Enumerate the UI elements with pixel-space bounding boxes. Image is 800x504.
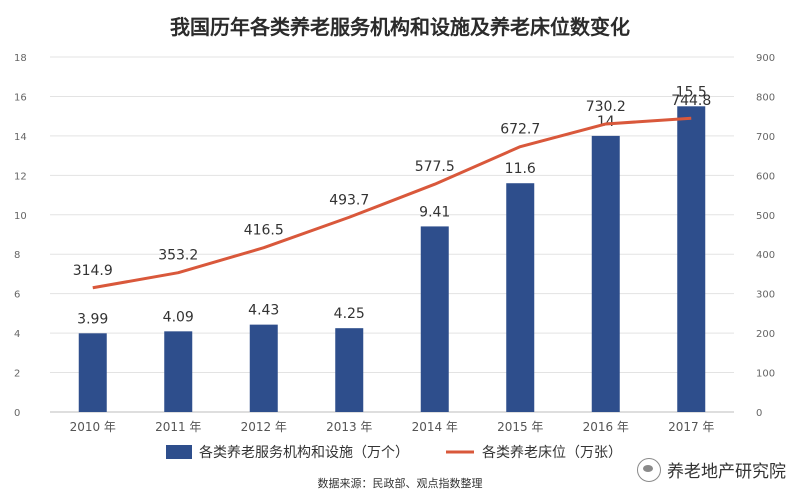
- bar-data-label: 11.6: [505, 161, 536, 177]
- series-line: [92, 116, 692, 290]
- bar-data-label: 14: [597, 114, 615, 130]
- line-data-label: 493.7: [329, 192, 369, 208]
- line-series: 314.9 353.2 416.5 493.7 577.5 672.7 730.2 744.8: [73, 93, 711, 290]
- line-data-label: 744.8: [671, 93, 711, 109]
- legend-bar-swatch: [166, 445, 192, 459]
- x-tick-label: 2016 年: [583, 420, 629, 434]
- bar-data-label: 4.43: [248, 303, 279, 319]
- x-tick-label: 2013 年: [326, 420, 372, 434]
- bar-data-label: 3.99: [77, 311, 108, 327]
- bar: [335, 328, 364, 412]
- legend-line-label: 各类养老床位（万张）: [482, 445, 622, 461]
- gridlines: [50, 56, 734, 413]
- legend: 各类养老服务机构和设施（万个） 各类养老床位（万张）: [166, 445, 622, 461]
- right-tick-label: 300: [756, 290, 775, 301]
- bar: [420, 226, 449, 412]
- x-tick-label: 2011 年: [155, 420, 201, 434]
- line-data-label: 730.2: [586, 99, 626, 115]
- bar-data-label: 4.25: [334, 306, 365, 322]
- right-tick-label: 900: [756, 53, 775, 64]
- watermark: 养老地产研究院: [637, 457, 786, 482]
- source-note: 数据来源：民政部、观点指数整理: [318, 476, 483, 490]
- bar-series: 3.99 4.09 4.43 4.25 9.41 11.6 14 15.5: [77, 84, 707, 413]
- left-tick-label: 8: [14, 250, 20, 261]
- right-tick-label: 800: [756, 92, 775, 103]
- legend-bar-label: 各类养老服务机构和设施（万个）: [199, 445, 409, 461]
- chart-title: 我国历年各类养老服务机构和设施及养老床位数变化: [170, 15, 630, 39]
- bar: [78, 333, 107, 412]
- left-tick-label: 12: [14, 171, 27, 182]
- line-data-label: 672.7: [500, 122, 540, 138]
- right-tick-label: 200: [756, 329, 775, 340]
- left-tick-label: 2: [14, 369, 20, 380]
- right-axis: 0 100 200 300 400 500 600 700 800 900: [756, 53, 775, 419]
- x-tick-label: 2015 年: [497, 420, 543, 434]
- bar-data-label: 15.5: [676, 84, 707, 100]
- x-tick-label: 2014 年: [412, 420, 458, 434]
- bar: [677, 106, 706, 413]
- x-tick-label: 2017 年: [668, 420, 714, 434]
- right-tick-label: 600: [756, 171, 775, 182]
- bar: [506, 183, 535, 412]
- watermark-text: 养老地产研究院: [667, 462, 786, 482]
- bar: [591, 135, 620, 412]
- left-tick-label: 16: [14, 92, 27, 103]
- left-axis: 0 2 4 6 8 10 12 14 16 18: [14, 53, 27, 419]
- left-tick-label: 4: [14, 329, 20, 340]
- right-tick-label: 700: [756, 132, 775, 143]
- line-data-label: 353.2: [158, 248, 198, 264]
- right-tick-label: 0: [756, 408, 762, 419]
- bar: [164, 331, 193, 412]
- bar: [249, 324, 278, 412]
- line-data-label: 314.9: [73, 263, 113, 279]
- bar-data-label: 9.41: [419, 204, 450, 220]
- right-tick-label: 500: [756, 211, 775, 222]
- right-tick-label: 100: [756, 369, 775, 380]
- x-axis: 2010 年 2011 年 2012 年 2013 年 2014 年 2015 年 2016…: [70, 420, 715, 434]
- x-tick-label: 2010 年: [70, 420, 116, 434]
- wechat-icon: [637, 457, 661, 482]
- line-data-label: 416.5: [244, 223, 284, 239]
- left-tick-label: 0: [14, 408, 20, 419]
- bar-data-label: 4.09: [163, 309, 194, 325]
- left-tick-label: 6: [14, 290, 20, 301]
- left-tick-label: 10: [14, 211, 27, 222]
- x-tick-label: 2012 年: [241, 420, 287, 434]
- left-tick-label: 14: [14, 132, 27, 143]
- left-tick-label: 18: [14, 53, 27, 64]
- line-data-label: 577.5: [415, 159, 455, 175]
- right-tick-label: 400: [756, 250, 775, 261]
